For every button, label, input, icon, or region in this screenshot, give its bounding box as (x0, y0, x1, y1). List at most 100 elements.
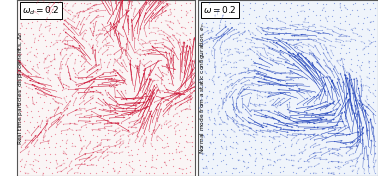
Point (206, 145, 212, 148)
Point (281, 32, 287, 35)
Point (233, 83, 239, 86)
Point (302, 27, 308, 30)
Point (179, 171, 185, 174)
Point (298, 165, 304, 168)
Point (307, 145, 313, 148)
Point (77, 171, 83, 174)
Point (364, 129, 370, 131)
Point (328, 97, 334, 100)
Point (342, 126, 348, 129)
Point (216, 133, 222, 136)
Point (73, 129, 79, 132)
Point (137, 54, 143, 57)
Point (171, 14, 177, 17)
Point (346, 46, 352, 49)
Point (118, 121, 124, 124)
Point (132, 97, 138, 100)
Point (206, 78, 212, 80)
Point (76, 103, 82, 106)
Point (34, 51, 40, 54)
Point (320, 48, 326, 50)
Point (367, 33, 373, 36)
Point (64, 157, 70, 160)
Point (184, 157, 190, 160)
Point (226, 47, 232, 50)
Point (60, 159, 66, 162)
Point (370, 35, 376, 38)
Point (334, 88, 340, 91)
Point (236, 52, 242, 55)
Point (158, 97, 164, 100)
Point (23, 84, 29, 87)
Point (189, 52, 195, 55)
Point (181, 72, 187, 74)
Point (259, 157, 265, 160)
Point (332, 126, 338, 129)
Point (264, 122, 270, 125)
Point (371, 77, 377, 80)
Point (343, 119, 349, 122)
Point (200, 133, 206, 136)
Point (90, 151, 96, 154)
Point (347, 63, 353, 66)
Point (47, 102, 53, 105)
Point (280, 170, 286, 173)
Point (82, 121, 88, 124)
Point (94, 145, 100, 148)
Point (288, 145, 294, 148)
Point (129, 21, 135, 23)
Point (342, 116, 348, 119)
Point (268, 171, 274, 174)
Point (146, 3, 152, 5)
Point (332, 165, 338, 168)
Point (210, 158, 216, 161)
Point (187, 170, 193, 173)
Point (143, 107, 149, 109)
Point (335, 113, 341, 116)
Point (119, 27, 125, 30)
Point (101, 71, 107, 74)
Point (343, 76, 349, 78)
Point (176, 151, 182, 153)
Point (43, 165, 49, 168)
Point (181, 46, 187, 49)
Point (270, 54, 276, 56)
Point (258, 75, 264, 78)
Point (230, 141, 236, 143)
Point (241, 165, 247, 168)
Point (223, 9, 229, 12)
Point (329, 152, 335, 154)
Point (307, 171, 313, 174)
Point (104, 171, 110, 173)
Point (159, 9, 165, 12)
Point (158, 64, 164, 67)
Point (112, 121, 118, 124)
Point (304, 122, 310, 124)
Point (335, 152, 341, 154)
Point (355, 21, 361, 24)
Point (22, 139, 28, 142)
Point (366, 85, 372, 88)
Point (43, 45, 49, 48)
Point (41, 66, 47, 69)
Point (99, 169, 105, 172)
Point (102, 100, 108, 103)
Point (234, 97, 240, 100)
Point (31, 84, 37, 87)
Point (93, 38, 99, 41)
Point (93, 100, 99, 103)
Point (247, 22, 253, 24)
Point (299, 152, 305, 155)
Point (72, 15, 78, 18)
Point (17, 138, 23, 141)
Point (81, 2, 87, 5)
Point (250, 133, 256, 135)
Point (310, 171, 316, 174)
Point (102, 77, 108, 80)
Point (133, 22, 139, 24)
Point (242, 147, 248, 150)
Point (87, 102, 93, 105)
Point (252, 2, 258, 5)
Point (274, 19, 280, 22)
Point (67, 77, 73, 80)
